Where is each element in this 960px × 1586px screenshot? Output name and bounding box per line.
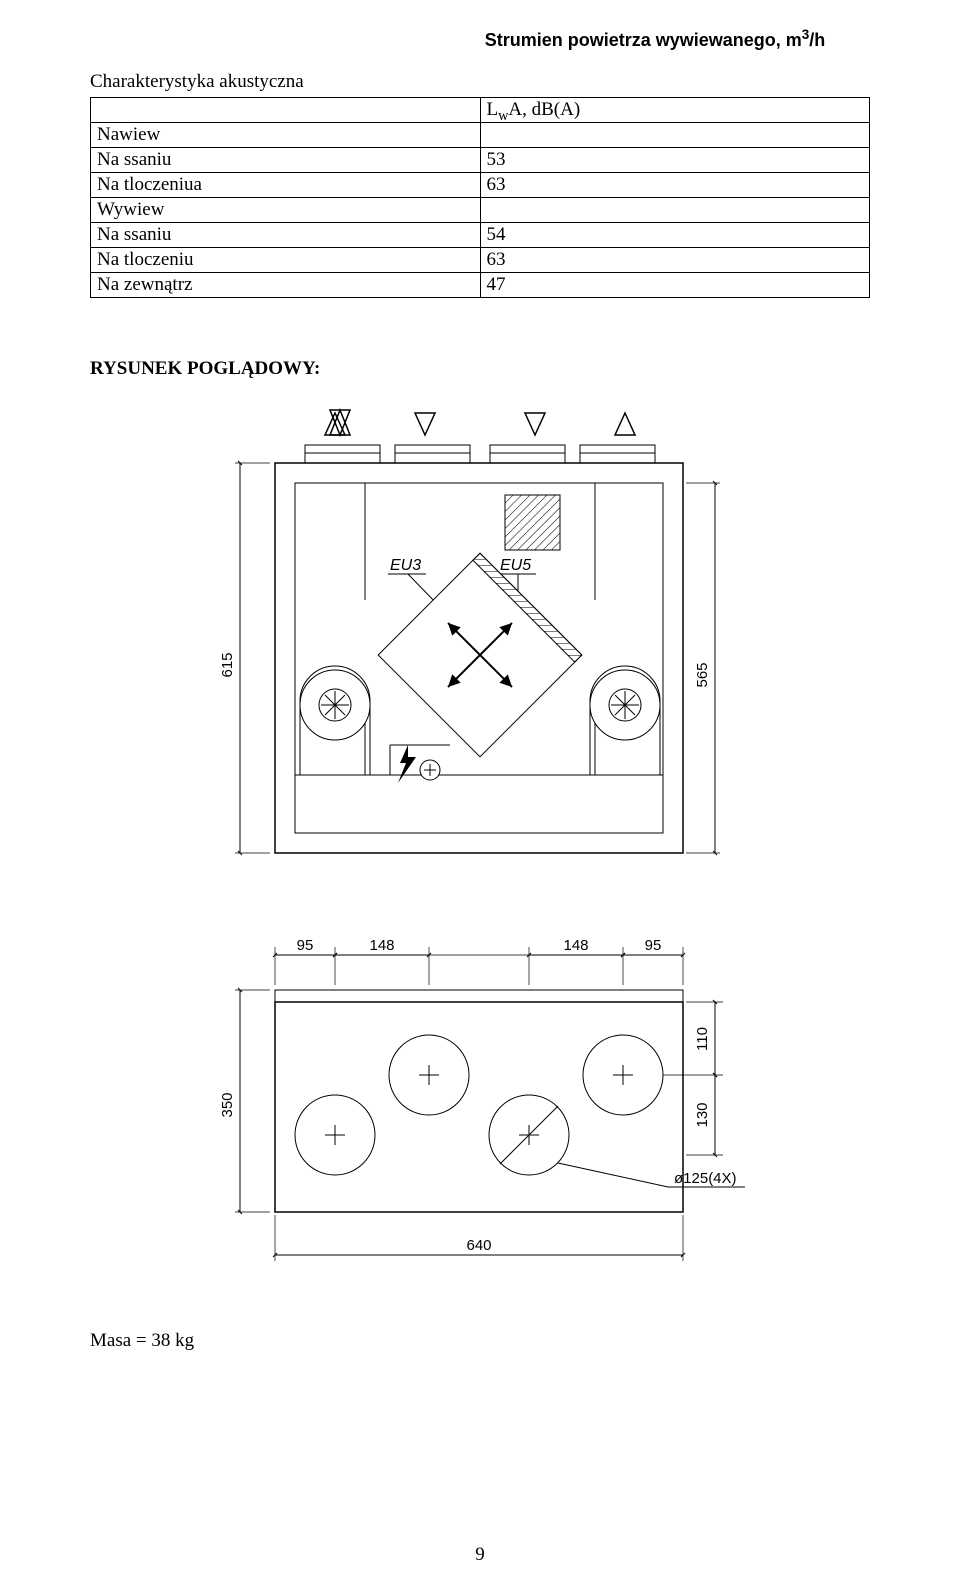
front-view: EU3 EU5 (219, 410, 720, 853)
airflow-unit: /h (809, 30, 825, 50)
lwa-prefix: L (487, 99, 499, 120)
airflow-label: Strumien powietrza wywiewanego, m (485, 30, 802, 50)
table-row: Na zewnątrz 47 (91, 273, 870, 298)
dim-148b: 148 (563, 937, 588, 954)
dim-148a: 148 (369, 937, 394, 954)
cell-value (480, 123, 870, 148)
cell-value: 47 (480, 273, 870, 298)
dim-95b: 95 (645, 937, 662, 954)
table-row: Na tloczeniu 63 (91, 248, 870, 273)
table-row: Na ssaniu 54 (91, 223, 870, 248)
table-row: LwA, dB(A) (91, 98, 870, 123)
dim-565: 565 (694, 662, 711, 687)
dim-640: 640 (466, 1237, 491, 1254)
cell-value: 63 (480, 173, 870, 198)
dim-95a: 95 (297, 937, 314, 954)
dim-110: 110 (694, 1027, 711, 1051)
table-row: Na ssaniu 53 (91, 148, 870, 173)
acoustic-title: Charakterystyka akustyczna (90, 71, 870, 93)
lwa-sub: w (498, 108, 508, 124)
table-row: Nawiew (91, 123, 870, 148)
label-eu5: EU5 (500, 557, 531, 574)
page-number: 9 (0, 1544, 960, 1566)
cell-label: Na ssaniu (91, 148, 481, 173)
page: Strumien powietrza wywiewanego, m3/h Cha… (0, 0, 960, 1382)
label-eu3: EU3 (390, 557, 421, 574)
lwa-rest: A, dB(A) (508, 99, 580, 120)
cell-label: Na tloczeniu (91, 248, 481, 273)
technical-drawing: EU3 EU5 (90, 405, 870, 1290)
mass-line: Masa = 38 kg (90, 1330, 870, 1352)
plan-view: 95 148 148 95 (219, 937, 745, 1261)
cell-value: 63 (480, 248, 870, 273)
dia-label: ø125(4X) (674, 1170, 737, 1187)
cell-value: 53 (480, 148, 870, 173)
dim-130: 130 (694, 1102, 711, 1127)
table-row: Na tloczeniua 63 (91, 173, 870, 198)
airflow-header: Strumien powietrza wywiewanego, m3/h (440, 30, 870, 51)
acoustic-table: LwA, dB(A) Nawiew Na ssaniu 53 Na tlocze… (90, 97, 870, 298)
cell-value: 54 (480, 223, 870, 248)
cell-label: Na zewnątrz (91, 273, 481, 298)
cell-label: Na tloczeniua (91, 173, 481, 198)
drawing-title: RYSUNEK POGLĄDOWY: (90, 358, 870, 380)
dim-350: 350 (219, 1092, 236, 1117)
cell-empty (91, 98, 481, 123)
cell-header: LwA, dB(A) (480, 98, 870, 123)
cell-label: Nawiew (91, 123, 481, 148)
cell-value (480, 198, 870, 223)
cell-label: Wywiew (91, 198, 481, 223)
cell-label: Na ssaniu (91, 223, 481, 248)
dim-615: 615 (219, 652, 236, 677)
table-row: Wywiew (91, 198, 870, 223)
